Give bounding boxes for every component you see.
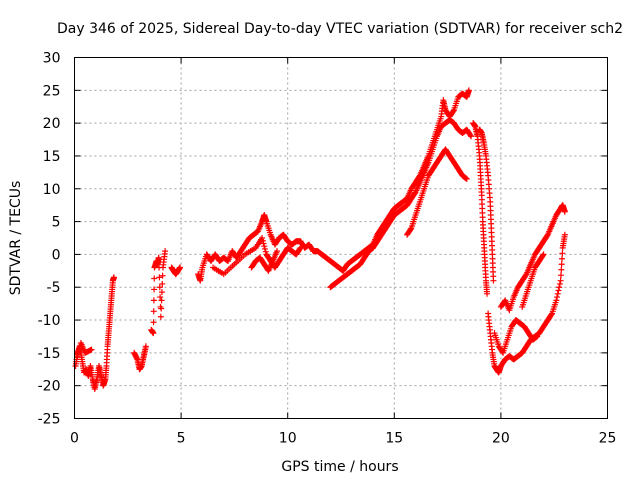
- data-point: [75, 348, 82, 355]
- x-tick-label: 25: [599, 431, 617, 447]
- data-point: [259, 237, 266, 244]
- data-point: [558, 261, 565, 268]
- data-point: [296, 245, 303, 252]
- chart-title: Day 346 of 2025, Sidereal Day-to-day VTE…: [57, 21, 623, 37]
- data-point: [261, 245, 268, 252]
- data-point: [150, 330, 157, 337]
- data-point: [155, 254, 162, 261]
- data-point: [556, 284, 563, 291]
- data-point: [151, 286, 158, 293]
- data-point: [158, 289, 165, 296]
- data-point: [450, 108, 457, 115]
- data-point: [274, 248, 281, 255]
- data-point: [534, 333, 541, 340]
- data-point: [539, 252, 546, 259]
- data-point: [490, 277, 497, 284]
- data-point: [561, 231, 568, 238]
- data-point: [158, 297, 165, 304]
- data-point: [548, 311, 555, 318]
- data-point: [142, 343, 149, 350]
- y-tick-label: 0: [52, 247, 61, 263]
- y-tick-label: 20: [43, 116, 61, 132]
- tick-label-layer: 0 5 10 15 20 25 -25 -20 -15 -10 -5 0 5 10 15 20 25 30: [38, 51, 617, 447]
- data-point: [558, 266, 565, 273]
- data-point: [159, 272, 166, 279]
- data-point: [555, 287, 562, 294]
- data-point: [110, 274, 117, 281]
- data-point: [75, 350, 82, 357]
- data-point: [151, 275, 158, 282]
- data-point: [162, 248, 169, 255]
- data-point: [157, 313, 164, 320]
- plot-frame: [74, 57, 608, 419]
- x-tick-label: 0: [70, 431, 79, 447]
- data-point: [465, 87, 472, 94]
- data-point: [554, 294, 561, 301]
- data-point: [150, 308, 157, 315]
- data-point: [259, 235, 266, 241]
- y-tick-label: -10: [38, 313, 61, 329]
- y-tick-label: -15: [38, 346, 61, 362]
- data-point: [484, 290, 491, 297]
- y-axis-title: SDTVAR / TECUs: [8, 181, 24, 296]
- data-point: [468, 133, 475, 140]
- y-tick-label: 5: [52, 215, 61, 231]
- data-point: [554, 290, 561, 297]
- y-tick-label: 15: [43, 149, 61, 165]
- data-point: [157, 294, 164, 301]
- data-point: [557, 272, 564, 279]
- data-point: [158, 305, 165, 312]
- data-point: [159, 280, 166, 287]
- x-tick-label: 5: [177, 431, 186, 447]
- data-point: [559, 255, 566, 262]
- data-point: [561, 208, 568, 215]
- data-point: [150, 297, 157, 304]
- data-point: [559, 250, 566, 257]
- data-layer: [72, 87, 568, 392]
- data-point: [467, 132, 474, 139]
- data-point: [88, 346, 95, 353]
- tick-layer: [74, 57, 608, 419]
- y-tick-label: -5: [47, 280, 61, 296]
- data-point: [262, 248, 269, 255]
- data-point: [150, 319, 157, 326]
- data-point: [156, 284, 163, 291]
- y-tick-label: 25: [43, 83, 61, 99]
- data-point: [556, 280, 563, 287]
- data-point: [557, 277, 564, 284]
- y-tick-label: 10: [43, 182, 61, 198]
- y-tick-label: -20: [38, 379, 61, 395]
- data-point: [156, 274, 163, 281]
- x-tick-label: 20: [492, 431, 510, 447]
- data-point: [553, 297, 560, 304]
- y-tick-label: 30: [43, 51, 61, 67]
- data-point: [74, 353, 81, 360]
- data-point: [297, 244, 304, 251]
- data-point: [177, 264, 184, 271]
- data-point: [260, 240, 267, 247]
- x-tick-label: 10: [279, 431, 297, 447]
- data-point: [407, 226, 414, 233]
- x-axis-title: GPS time / hours: [281, 459, 398, 475]
- data-point: [540, 251, 547, 258]
- data-point: [463, 175, 470, 182]
- data-point: [261, 243, 268, 250]
- x-tick-label: 15: [385, 431, 403, 447]
- y-tick-label: -25: [38, 412, 61, 428]
- grid-layer: [74, 57, 608, 419]
